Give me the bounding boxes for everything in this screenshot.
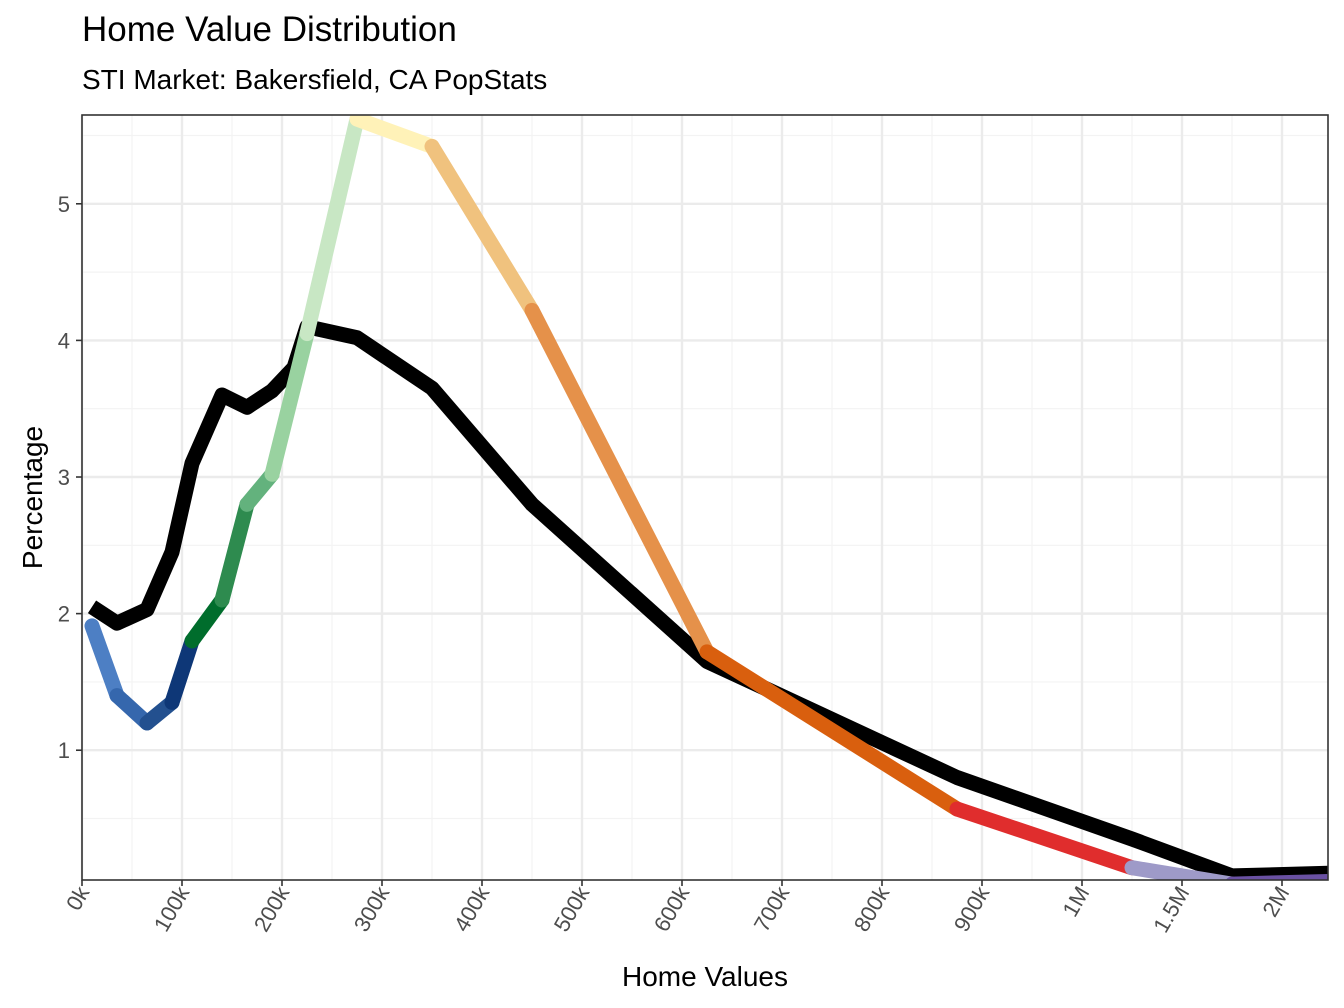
series-colored-segment xyxy=(949,801,1140,876)
series-colored-segment xyxy=(264,326,315,482)
y-tick-label: 1 xyxy=(58,738,70,763)
grid-lines xyxy=(80,115,1328,880)
y-tick-label: 2 xyxy=(58,602,70,627)
x-tick-label: 100k xyxy=(149,881,195,936)
y-tick-label: 5 xyxy=(58,192,70,217)
series-colored-segment xyxy=(1124,860,1239,880)
x-tick-label: 1.5M xyxy=(1148,882,1194,937)
series-colored-segment xyxy=(84,618,125,704)
x-tick-label: 2M xyxy=(1257,882,1294,921)
x-tick-label: 500k xyxy=(549,881,595,936)
y-tick-label: 3 xyxy=(58,465,70,490)
chart-subtitle: STI Market: Bakersfield, CA PopStats xyxy=(82,64,548,95)
x-tick-label: 600k xyxy=(649,881,695,936)
x-tick-label: 1M xyxy=(1057,882,1094,921)
x-tick-label: 400k xyxy=(449,881,495,936)
chart-title: Home Value Distribution xyxy=(82,10,457,49)
series-colored-segment xyxy=(524,302,715,660)
x-tick-label: 200k xyxy=(249,881,295,936)
series-colored-segment xyxy=(699,644,965,817)
y-tick-label: 4 xyxy=(58,328,70,353)
series-colored-segment xyxy=(214,496,255,608)
x-tick-label: 0k xyxy=(61,881,95,914)
series-colored-segment xyxy=(184,592,230,649)
x-tick-label: 800k xyxy=(849,881,895,936)
series-colored-segment xyxy=(164,633,200,710)
series-colored-segment xyxy=(299,115,365,342)
x-tick-label: 300k xyxy=(349,881,395,936)
series-colored-segment xyxy=(349,115,440,154)
plot-border xyxy=(81,114,1329,881)
series-colored-segment xyxy=(424,138,540,318)
x-tick-label: 700k xyxy=(749,881,795,936)
x-tick-label: 900k xyxy=(949,881,995,936)
plot-area xyxy=(84,115,1328,880)
x-axis-title: Home Values xyxy=(622,961,788,992)
y-axis-title: Percentage xyxy=(17,426,48,569)
